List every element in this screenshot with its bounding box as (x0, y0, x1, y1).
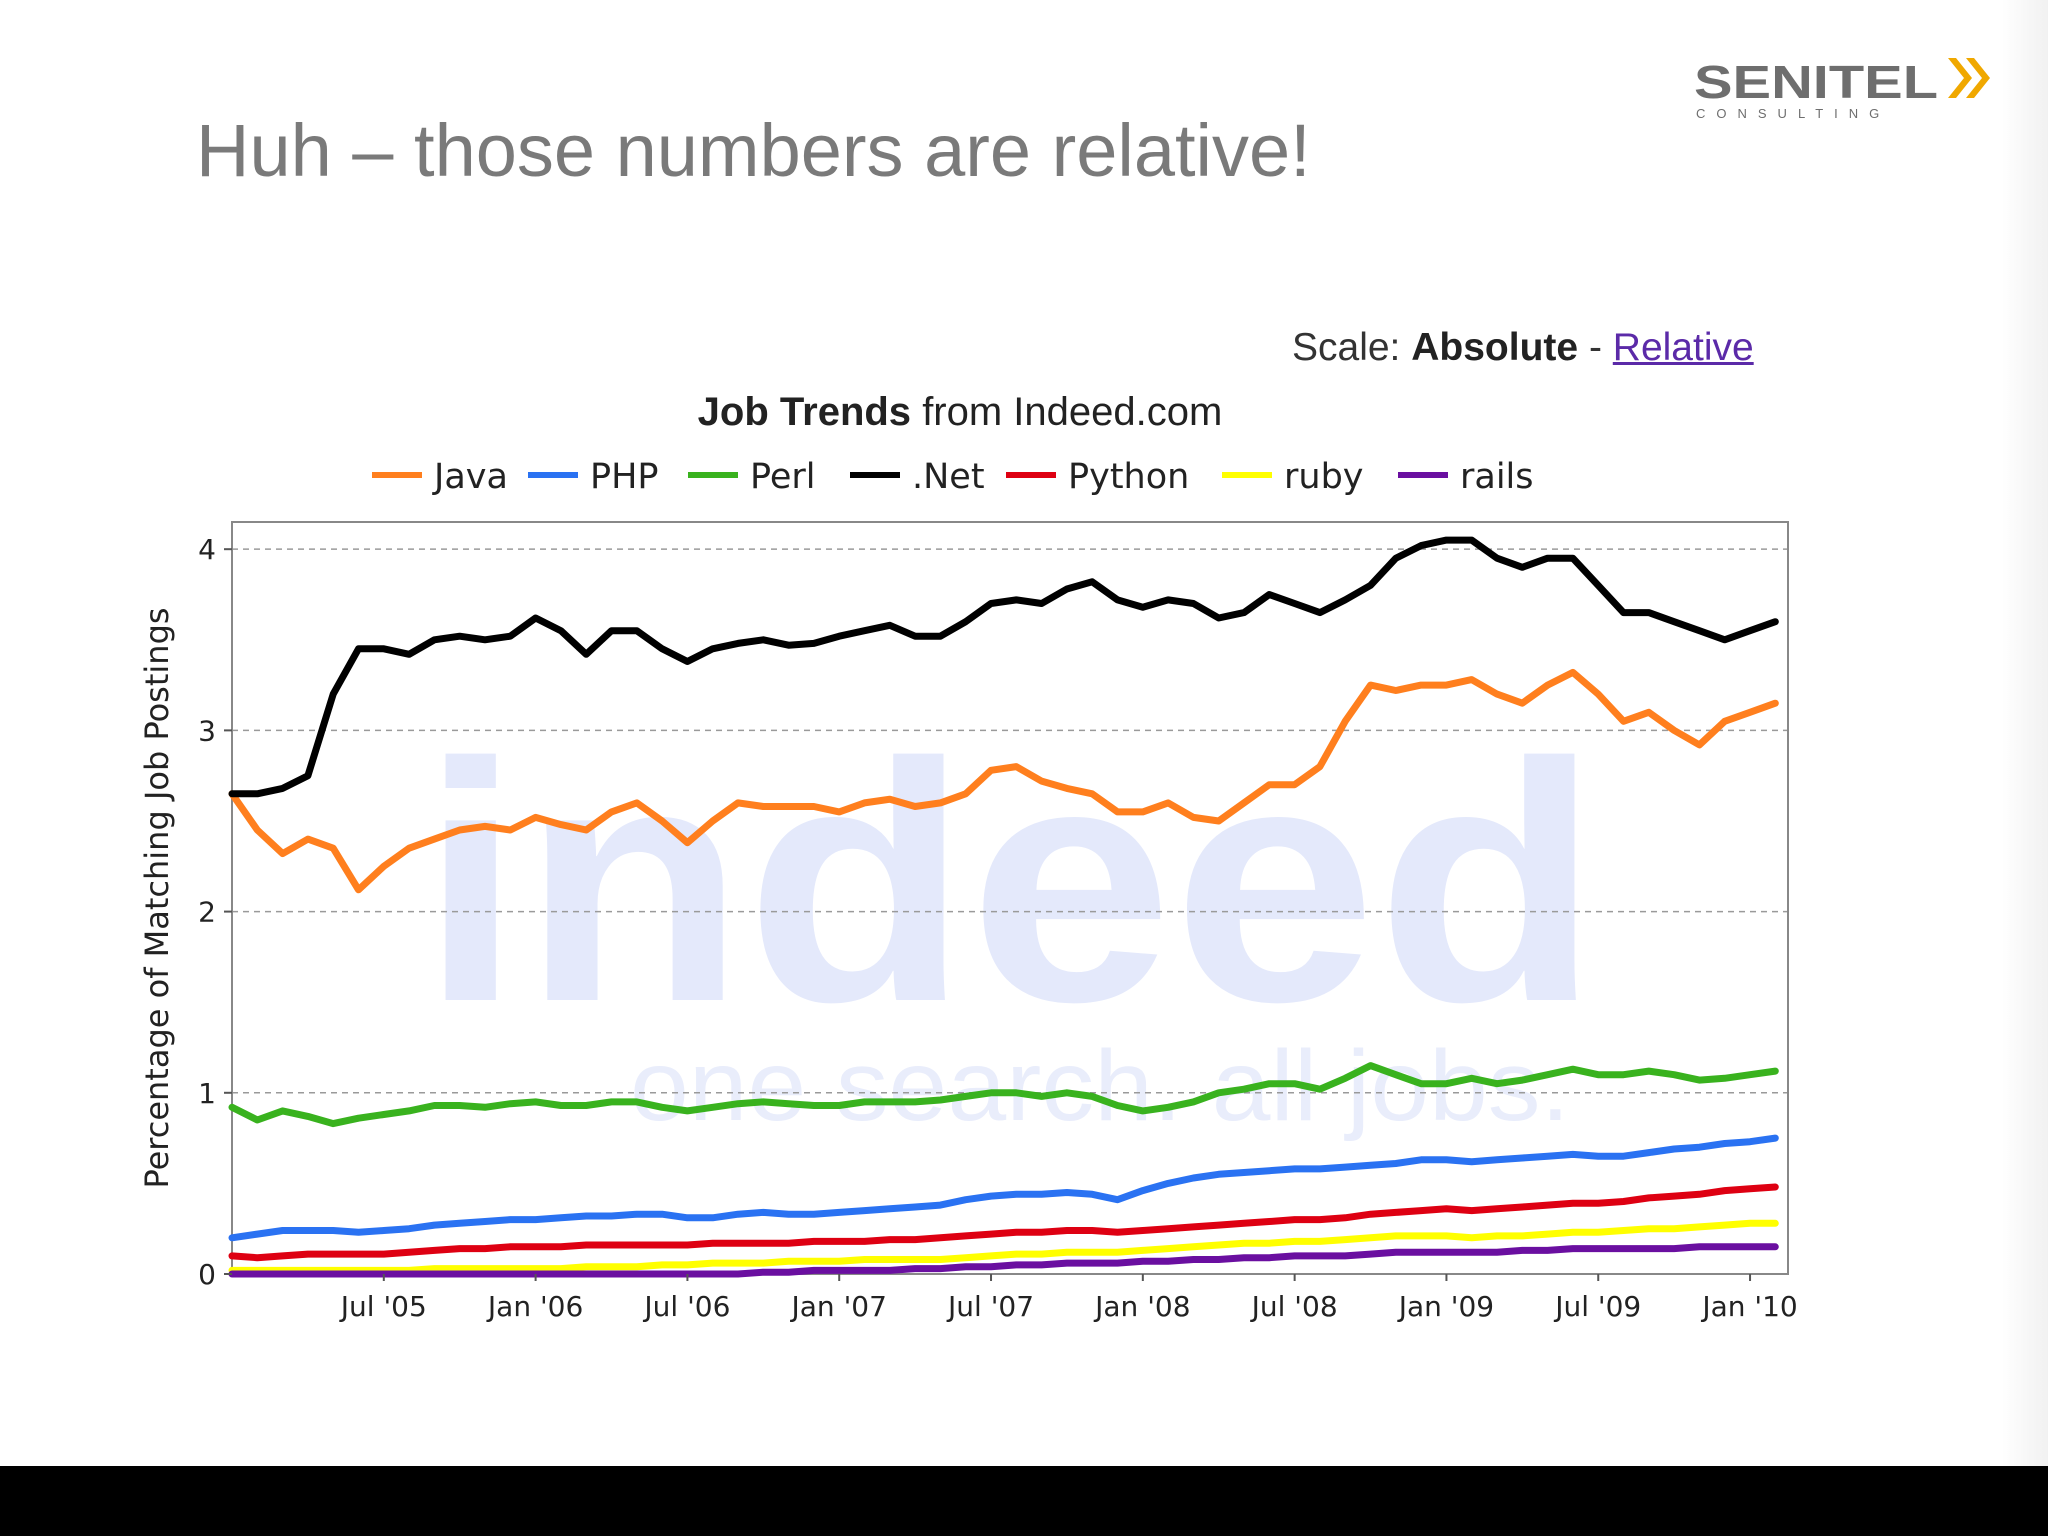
y-tick-label: 1 (198, 1077, 216, 1110)
legend-label-net: .Net (912, 457, 985, 497)
x-tick-label: Jul '05 (339, 1290, 427, 1323)
x-tick-label: Jul '09 (1553, 1290, 1641, 1323)
legend-label-perl: Perl (750, 457, 816, 497)
legend-label-python: Python (1068, 457, 1189, 497)
chart-legend: Java PHP Perl .Net Python ruby rails (372, 457, 1534, 497)
x-tick-label: Jan '07 (790, 1290, 887, 1323)
legend-label-java: Java (432, 457, 508, 497)
watermark-tagline: one search. all jobs. (630, 1030, 1570, 1142)
x-tick-label: Jul '08 (1250, 1290, 1338, 1323)
y-axis-label: Percentage of Matching Job Postings (138, 607, 176, 1188)
x-axis: Jul '05 Jan '06 Jul '06 Jan '07 Jul '07 Jan '… (339, 1274, 1798, 1323)
scale-switch: Scale: Absolute - Relative (1292, 326, 1754, 370)
chart-title: Job Trends from Indeed.com (0, 390, 1920, 435)
y-tick-label: 2 (198, 896, 216, 929)
x-tick-label: Jan '10 (1700, 1290, 1797, 1323)
senitel-logo: SENITEL CONSULTING (1694, 56, 1990, 121)
legend-label-php: PHP (590, 457, 659, 497)
series-line-java (228, 668, 1779, 894)
slide: Huh – those numbers are relative! SENITE… (0, 0, 2048, 1466)
y-tick-label: 3 (198, 714, 216, 747)
logo-tagline: CONSULTING (1696, 106, 1890, 121)
scale-absolute: Absolute (1411, 326, 1579, 369)
x-tick-label: Jan '06 (486, 1290, 583, 1323)
chart-series (228, 536, 1779, 1278)
chart-title-bold: Job Trends (697, 390, 912, 434)
y-tick-label: 4 (198, 533, 216, 566)
logo-chevron-icon (1948, 58, 1990, 98)
slide-edge-shadow (2002, 0, 2048, 1466)
chart-title-rest: from Indeed.com (922, 390, 1223, 434)
watermark-brand: indeed (420, 693, 1600, 1073)
x-tick-label: Jan '09 (1397, 1290, 1494, 1323)
legend-label-ruby: ruby (1284, 457, 1364, 497)
scale-separator: - (1588, 326, 1602, 369)
series-line-php (228, 1134, 1779, 1242)
x-tick-label: Jul '06 (642, 1290, 730, 1323)
series-line-rails (228, 1243, 1779, 1278)
indeed-watermark: indeed one search. all jobs. (420, 693, 1600, 1142)
x-tick-label: Jan '08 (1093, 1290, 1190, 1323)
scale-relative-link[interactable]: Relative (1612, 326, 1754, 369)
scale-label: Scale: (1292, 326, 1401, 369)
x-tick-label: Jul '07 (946, 1290, 1034, 1323)
job-trends-chart: indeed one search. all jobs. Java PHP Perl… (138, 457, 1798, 1323)
logo-wordmark: SENITEL (1694, 56, 1938, 108)
y-tick-label: 0 (198, 1258, 216, 1291)
series-line-python (228, 1183, 1779, 1262)
y-axis: 0 1 2 3 4 (198, 533, 232, 1291)
series-line-perl (228, 1062, 1779, 1128)
legend-label-rails: rails (1460, 457, 1534, 497)
slide-title: Huh – those numbers are relative! (196, 109, 1311, 192)
series-line-net (228, 536, 1779, 798)
series-line-ruby (228, 1219, 1779, 1274)
plot-frame (231, 521, 1789, 1275)
